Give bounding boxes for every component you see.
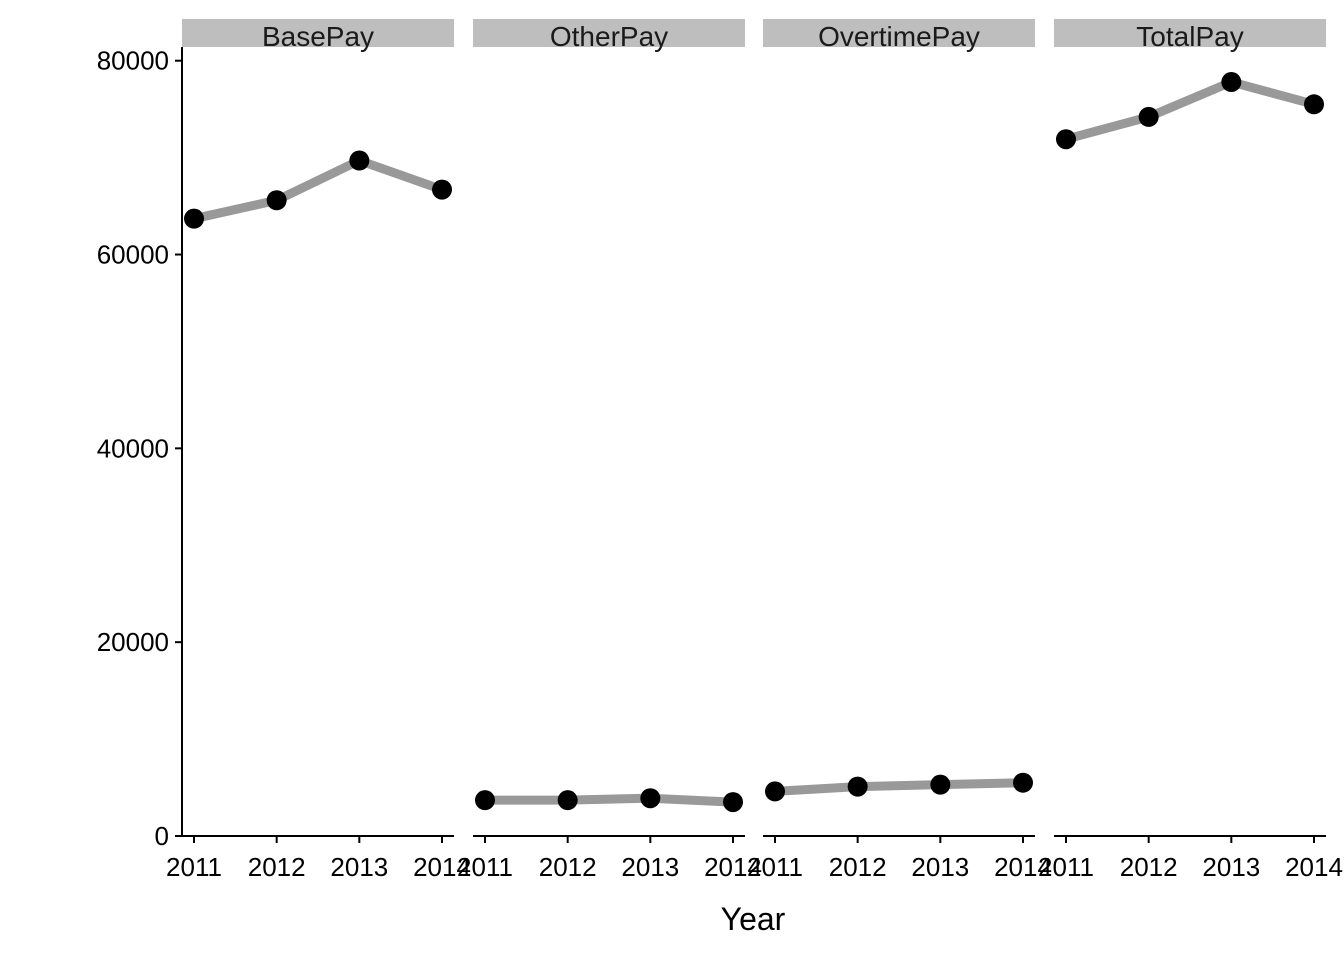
data-point-overtimepay-2014	[1013, 772, 1033, 793]
facet-strip-label-basepay: BasePay	[262, 21, 374, 52]
x-tick-label-overtimepay-2014: 2014	[994, 852, 1052, 882]
y-tick-label-20000: 20000	[97, 627, 169, 657]
data-point-overtimepay-2012	[847, 776, 868, 797]
series-line-overtimepay	[774, 778, 1024, 796]
y-tick-label-60000: 60000	[97, 240, 169, 270]
x-tick-label-basepay-2013: 2013	[330, 852, 388, 882]
y-tick-label-40000: 40000	[97, 433, 169, 463]
y-axis: 0 20000 40000 60000 80000	[97, 46, 183, 851]
x-tick-label-otherpay-2013: 2013	[621, 852, 679, 882]
facet-strip-label-totalpay: TotalPay	[1136, 21, 1243, 52]
x-tick-label-overtimepay-2012: 2012	[829, 852, 887, 882]
x-tick-label-totalpay-2012: 2012	[1120, 852, 1178, 882]
data-point-basepay-2013	[349, 150, 370, 171]
facet-strip-basepay	[182, 19, 454, 47]
facet-strip-totalpay	[1054, 19, 1326, 47]
facet-strip-label-otherpay: OtherPay	[550, 21, 668, 52]
data-point-otherpay-2014	[723, 792, 743, 813]
data-point-basepay-2012	[266, 190, 287, 211]
data-point-basepay-2011	[184, 208, 204, 229]
x-tick-label-totalpay-2011: 2011	[1038, 852, 1094, 882]
data-point-totalpay-2013	[1221, 72, 1242, 93]
y-tick-label-80000: 80000	[97, 46, 169, 76]
x-tick-label-otherpay-2012: 2012	[539, 852, 597, 882]
x-tick-label-otherpay-2014: 2014	[704, 852, 762, 882]
x-axis-title: Year	[721, 901, 786, 937]
x-tick-label-basepay-2011: 2011	[166, 852, 222, 882]
x-tick-label-basepay-2014: 2014	[413, 852, 471, 882]
series-line-totalpay	[1064, 77, 1316, 144]
data-point-overtimepay-2013	[930, 774, 951, 795]
data-point-overtimepay-2011	[765, 781, 785, 802]
data-point-totalpay-2012	[1138, 106, 1159, 127]
data-point-basepay-2014	[432, 179, 452, 200]
data-point-totalpay-2014	[1304, 94, 1324, 115]
data-point-otherpay-2012	[557, 790, 578, 811]
y-tick-label-0: 0	[155, 821, 169, 851]
facet-otherpay: OtherPay 2011 2012 2013 2014	[457, 19, 762, 882]
facet-overtimepay: OvertimePay 2011 2012 2013 2014	[747, 19, 1052, 882]
series-line-otherpay	[485, 793, 734, 807]
x-tick-label-basepay-2012: 2012	[248, 852, 306, 882]
facet-basepay: BasePay 2011 2012 2013 2014	[166, 19, 471, 882]
data-point-otherpay-2011	[475, 790, 495, 811]
facet-strip-label-overtimepay: OvertimePay	[818, 21, 980, 52]
x-tick-label-overtimepay-2011: 2011	[747, 852, 803, 882]
facet-strip-overtimepay	[763, 19, 1035, 47]
facet-panels: BasePay 2011 2012 2013 2014 OtherPay 2011 2012 2…	[166, 19, 1343, 882]
facet-totalpay: TotalPay 2011 2012 2013 2014	[1038, 19, 1343, 882]
data-point-totalpay-2011	[1056, 129, 1076, 150]
x-tick-label-totalpay-2013: 2013	[1202, 852, 1260, 882]
x-tick-label-overtimepay-2013: 2013	[911, 852, 969, 882]
x-tick-label-totalpay-2014: 2014	[1285, 852, 1343, 882]
facet-strip-otherpay	[473, 19, 745, 47]
x-tick-label-otherpay-2011: 2011	[457, 852, 513, 882]
data-point-otherpay-2013	[640, 788, 661, 809]
series-line-basepay	[193, 156, 444, 224]
